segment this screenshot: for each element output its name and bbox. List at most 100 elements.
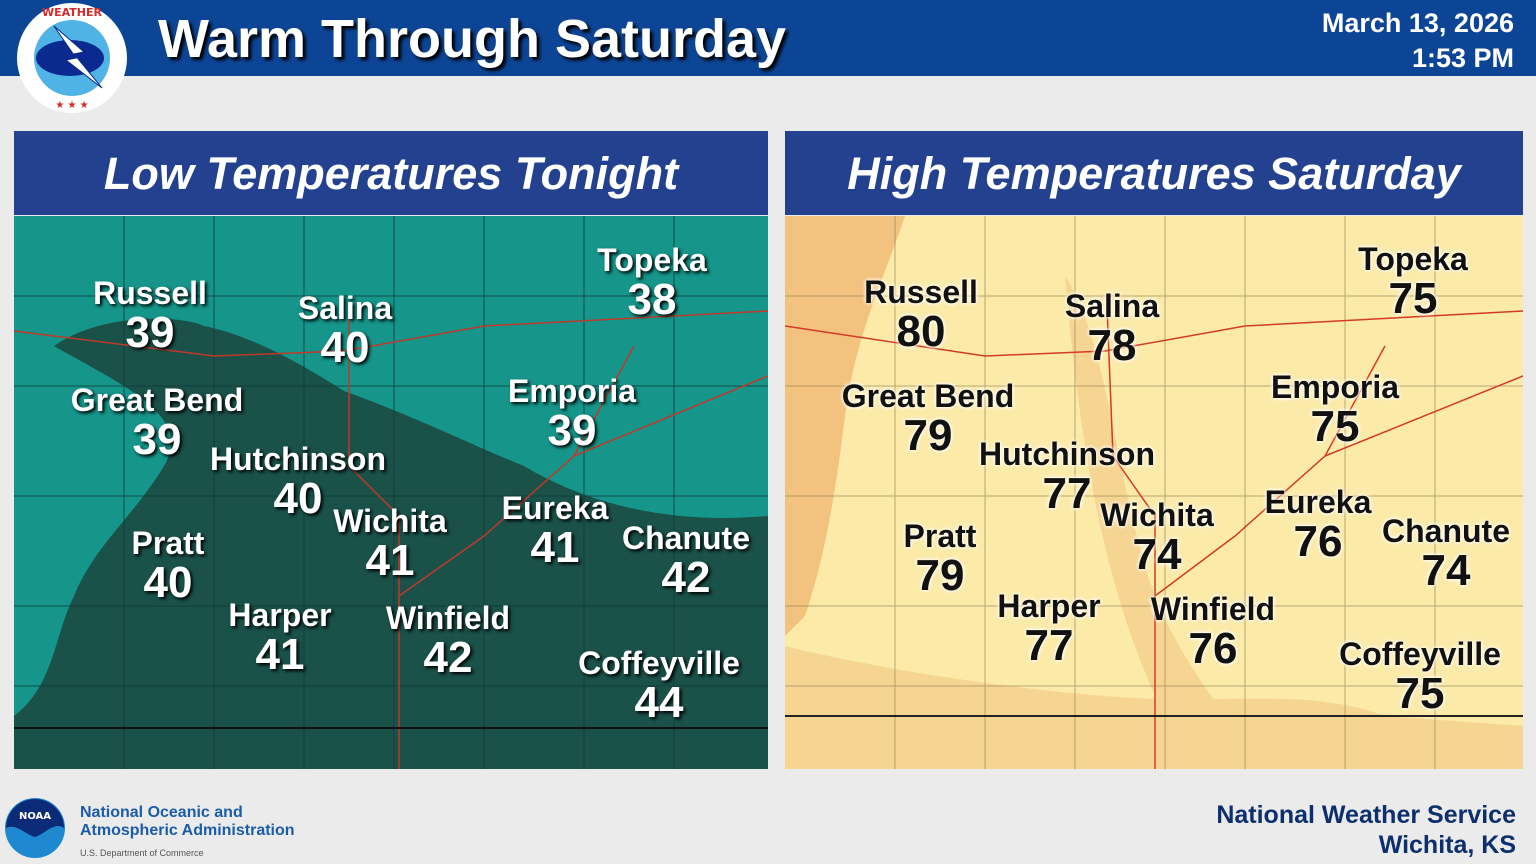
- city-name: Hutchinson: [979, 436, 1155, 472]
- city-temperature: 76: [1293, 517, 1343, 566]
- panel-title: High Temperatures Saturday: [785, 131, 1523, 215]
- city-name: Eureka: [501, 490, 609, 526]
- low-temperatures-panel: Low Temperatures Tonight Russell 39 Salina…: [14, 131, 768, 769]
- city-name: Wichita: [333, 503, 447, 539]
- low-temperature-map: Russell 39 Salina 40 Topeka 38 Great Bend 39 Emp…: [14, 216, 768, 769]
- city-label: Topeka 75: [1358, 243, 1468, 321]
- city-temperature: 77: [1042, 469, 1092, 518]
- city-temperature: 44: [634, 678, 684, 727]
- city-temperature: 40: [143, 558, 193, 607]
- noaa-name-line2: Atmospheric Administration: [80, 822, 295, 839]
- city-temperature: 41: [255, 630, 305, 679]
- city-temperature: 41: [365, 536, 415, 585]
- city-temperature: 79: [915, 551, 965, 600]
- city-name: Pratt: [903, 518, 977, 554]
- city-name: Salina: [297, 290, 393, 326]
- high-temperatures-panel: High Temperatures Saturday Russell 80 Sali…: [785, 131, 1523, 769]
- city-temperature: 39: [132, 415, 182, 464]
- svg-text:★ ★ ★: ★ ★ ★: [55, 100, 88, 111]
- city-temperature: 75: [1388, 274, 1438, 323]
- issued-time: 1:53 PM: [1411, 43, 1514, 73]
- office-location: Wichita, KS: [1378, 831, 1516, 859]
- city-temperature: 74: [1132, 530, 1182, 579]
- city-name: Winfield: [1150, 591, 1276, 627]
- city-temperature: 74: [1421, 546, 1471, 595]
- city-label: Chanute 74: [1382, 515, 1510, 593]
- city-label: Topeka 38: [597, 244, 707, 322]
- city-label: Eureka 41: [502, 492, 609, 570]
- city-temperature: 77: [1024, 621, 1074, 670]
- issued-date: March 13, 2026: [1321, 8, 1514, 38]
- city-name: Eureka: [1264, 484, 1372, 520]
- noaa-attribution: National Oceanic and Atmospheric Adminis…: [80, 804, 295, 862]
- city-name: Russell: [93, 275, 207, 311]
- city-label: Harper 41: [228, 599, 331, 677]
- city-label: Russell 39: [93, 277, 207, 355]
- panel-title: Low Temperatures Tonight: [14, 131, 768, 215]
- svg-text:WEATHER: WEATHER: [42, 6, 103, 19]
- city-label: Eureka 76: [1265, 486, 1372, 564]
- city-label: Emporia 75: [1271, 371, 1399, 449]
- city-name: Great Bend: [70, 382, 244, 418]
- city-temperature: 79: [903, 411, 953, 460]
- nws-logo-icon: WEATHER ★ ★ ★: [17, 3, 127, 113]
- city-name: Harper: [997, 588, 1101, 624]
- noaa-department: U.S. Department of Commerce: [80, 848, 204, 858]
- city-temperature: 75: [1395, 669, 1445, 718]
- city-name: Pratt: [131, 525, 205, 561]
- office-attribution: National Weather Service Wichita, KS: [1216, 800, 1516, 860]
- city-name: Coffeyville: [578, 645, 740, 681]
- city-name: Hutchinson: [210, 441, 386, 477]
- city-temperature: 80: [896, 307, 946, 356]
- city-label: Wichita 74: [1100, 499, 1214, 577]
- city-temperature: 75: [1310, 402, 1360, 451]
- city-temperature: 39: [125, 308, 175, 357]
- city-label: Coffeyville 44: [578, 647, 740, 725]
- noaa-name-line1: National Oceanic and: [80, 804, 243, 821]
- city-name: Emporia: [1270, 369, 1400, 405]
- city-label: Great Bend 79: [842, 380, 1014, 458]
- city-temperature: 42: [423, 633, 473, 682]
- city-name: Topeka: [1358, 241, 1468, 277]
- city-label: Emporia 39: [508, 375, 636, 453]
- city-label: Hutchinson 40: [210, 443, 386, 521]
- city-label: Russell 80: [864, 276, 978, 354]
- city-name: Harper: [228, 597, 332, 633]
- city-name: Russell: [864, 274, 978, 310]
- page-title: Warm Through Saturday: [158, 9, 787, 69]
- city-label: Pratt 79: [904, 520, 977, 598]
- issued-datetime: March 13, 2026 1:53 PM: [1322, 6, 1514, 76]
- city-label: Coffeyville 75: [1339, 638, 1501, 716]
- city-name: Chanute: [622, 520, 750, 556]
- svg-text:NOAA: NOAA: [19, 811, 51, 822]
- city-temperature: 39: [547, 406, 597, 455]
- city-label: Chanute 42: [622, 522, 750, 600]
- city-label: Great Bend 39: [71, 384, 243, 462]
- city-name: Chanute: [1382, 513, 1510, 549]
- city-name: Topeka: [597, 242, 707, 278]
- city-temperature: 78: [1087, 321, 1137, 370]
- city-label: Winfield 76: [1151, 593, 1275, 671]
- city-name: Emporia: [507, 373, 637, 409]
- city-temperature: 41: [530, 523, 580, 572]
- city-name: Winfield: [385, 600, 511, 636]
- city-name: Wichita: [1100, 497, 1214, 533]
- city-label: Wichita 41: [333, 505, 447, 583]
- city-temperature: 40: [273, 474, 323, 523]
- city-temperature: 38: [627, 275, 677, 324]
- city-name: Salina: [1064, 288, 1160, 324]
- high-temperature-map: Russell 80 Salina 78 Topeka 75 Great Bend 79 Emp…: [785, 216, 1523, 769]
- city-name: Coffeyville: [1339, 636, 1501, 672]
- city-label: Salina 40: [298, 292, 392, 370]
- city-label: Hutchinson 77: [979, 438, 1155, 516]
- header-bar: Warm Through Saturday March 13, 2026 1:5…: [0, 0, 1536, 76]
- noaa-logo-icon: NOAA: [5, 798, 65, 858]
- office-name: National Weather Service: [1216, 801, 1516, 829]
- city-label: Salina 78: [1065, 290, 1159, 368]
- city-label: Pratt 40: [132, 527, 205, 605]
- city-label: Winfield 42: [386, 602, 510, 680]
- city-label: Harper 77: [997, 590, 1100, 668]
- city-name: Great Bend: [841, 378, 1015, 414]
- city-temperature: 42: [661, 553, 711, 602]
- city-temperature: 76: [1188, 624, 1238, 673]
